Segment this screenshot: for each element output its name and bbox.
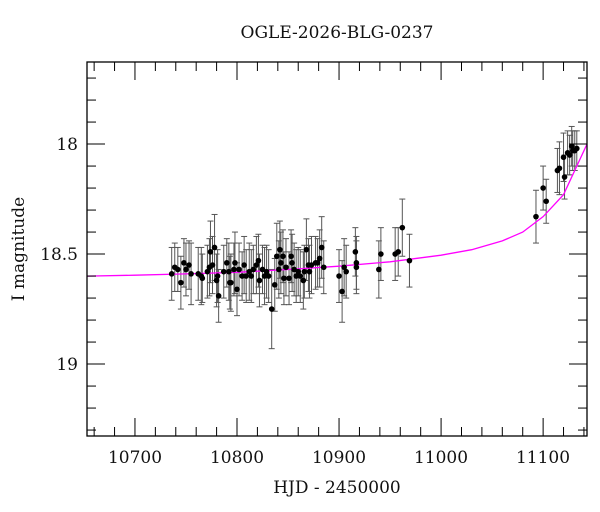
data-point: [220, 268, 227, 275]
data-point: [297, 273, 304, 279]
x-tick-label: 10700: [108, 448, 162, 468]
data-point: [199, 275, 206, 282]
data-point: [278, 260, 284, 266]
data-point: [263, 268, 270, 275]
data-point: [352, 249, 359, 255]
data-point: [353, 264, 360, 271]
data-point: [226, 268, 232, 275]
data-point: [181, 260, 187, 266]
data-point: [209, 262, 216, 268]
data-point: [336, 273, 342, 279]
data-point: [533, 213, 539, 220]
data-point: [318, 244, 325, 251]
data-point: [265, 273, 272, 279]
data-point: [300, 277, 307, 284]
data-point: [215, 293, 222, 299]
data-point: [255, 257, 262, 264]
y-tick-label: 18: [56, 135, 78, 155]
data-point: [261, 273, 268, 279]
data-point: [561, 174, 568, 180]
data-point: [243, 273, 249, 279]
data-point: [188, 271, 194, 277]
data-point: [204, 268, 211, 275]
data-point: [339, 288, 345, 295]
data-point: [223, 260, 230, 266]
data-point: [560, 154, 567, 161]
data-point: [316, 255, 323, 262]
data-point: [353, 260, 360, 266]
data-point: [213, 277, 220, 284]
x-tick-label: 11000: [414, 448, 468, 468]
data-points: [168, 143, 580, 312]
data-point: [301, 268, 308, 275]
plot-frame: [86, 61, 588, 437]
data-point: [250, 266, 257, 273]
y-tick-labels: 18 18.5 19: [40, 135, 78, 375]
data-point: [406, 257, 413, 264]
data-point: [288, 253, 294, 260]
data-point: [277, 246, 283, 253]
data-point: [236, 266, 242, 273]
x-axis-ticks: [93, 62, 585, 436]
x-tick-label: 11100: [516, 448, 570, 468]
data-point: [232, 260, 238, 266]
data-point: [178, 279, 184, 286]
data-point: [376, 266, 382, 273]
y-axis-ticks: [87, 77, 587, 431]
data-point: [175, 266, 181, 273]
x-tick-labels: 10700 10800 10900 11000 11100: [108, 448, 570, 468]
data-point: [341, 264, 347, 271]
data-point: [268, 306, 275, 312]
data-point: [556, 165, 563, 172]
data-point: [566, 152, 573, 158]
data-point: [256, 277, 263, 284]
data-point: [395, 249, 402, 255]
error-bars: [168, 125, 580, 350]
data-point: [241, 262, 247, 268]
data-point: [306, 268, 313, 275]
data-point: [207, 249, 214, 255]
y-axis-label: I magnitude: [9, 197, 29, 301]
data-point: [378, 251, 384, 257]
data-point: [276, 266, 282, 273]
data-point: [273, 253, 280, 260]
data-point: [253, 262, 260, 268]
data-point: [399, 224, 406, 231]
data-point: [303, 246, 310, 253]
data-point: [248, 273, 255, 279]
x-axis-label: HJD - 2450000: [273, 478, 401, 498]
data-point: [568, 143, 575, 150]
data-point: [543, 198, 549, 205]
chart-title: OGLE-2026-BLG-0237: [241, 23, 434, 43]
x-tick-label: 10900: [312, 448, 366, 468]
data-point: [271, 282, 278, 288]
data-point: [295, 268, 302, 275]
plot-area: [86, 125, 588, 350]
data-point: [234, 286, 240, 293]
data-point: [283, 264, 289, 271]
data-point: [540, 185, 546, 191]
model-curve: [86, 143, 588, 277]
data-point: [293, 273, 299, 279]
data-point: [281, 275, 287, 282]
y-tick-label: 18.5: [40, 245, 78, 265]
data-point: [289, 260, 295, 266]
data-point: [231, 266, 237, 273]
data-point: [280, 253, 286, 260]
y-tick-label: 19: [56, 355, 78, 375]
data-point: [228, 279, 234, 286]
data-point: [239, 273, 245, 279]
data-point: [573, 145, 580, 152]
data-point: [286, 275, 292, 282]
data-point: [314, 260, 321, 266]
data-point: [214, 273, 221, 279]
data-point: [343, 268, 349, 275]
data-point: [211, 244, 218, 251]
data-point: [186, 262, 192, 268]
x-tick-label: 10800: [210, 448, 264, 468]
data-point: [168, 271, 175, 277]
data-point: [183, 266, 189, 273]
data-point: [320, 264, 327, 271]
